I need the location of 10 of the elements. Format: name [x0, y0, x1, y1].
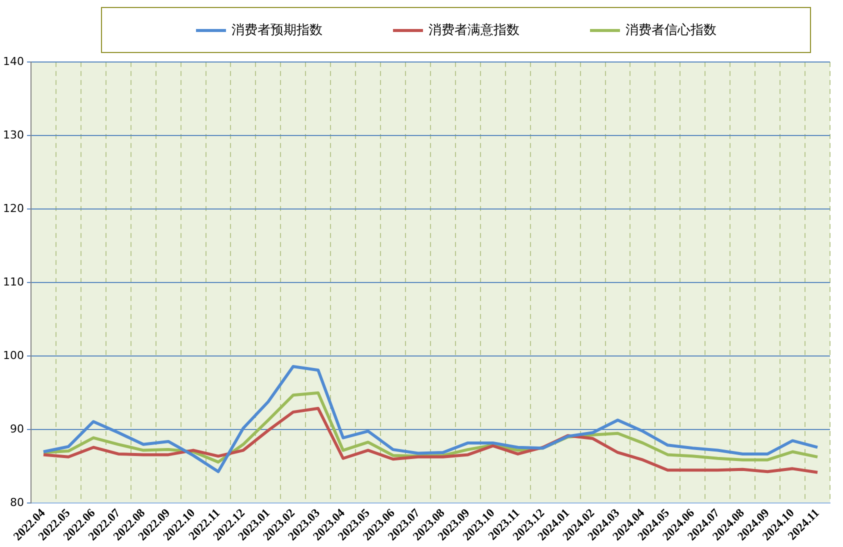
legend-label: 消费者预期指数: [232, 22, 322, 39]
legend-label: 消费者信心指数: [626, 22, 716, 39]
y-tick-label: 120: [2, 202, 24, 215]
y-tick-label: 80: [10, 496, 24, 510]
y-tick-label: 90: [10, 422, 24, 436]
y-tick-label: 130: [2, 128, 24, 142]
y-tick-label: 100: [2, 349, 24, 362]
y-tick-label: 110: [2, 275, 24, 288]
y-tick-label: 140: [2, 54, 24, 68]
legend-label: 消费者满意指数: [428, 22, 520, 39]
